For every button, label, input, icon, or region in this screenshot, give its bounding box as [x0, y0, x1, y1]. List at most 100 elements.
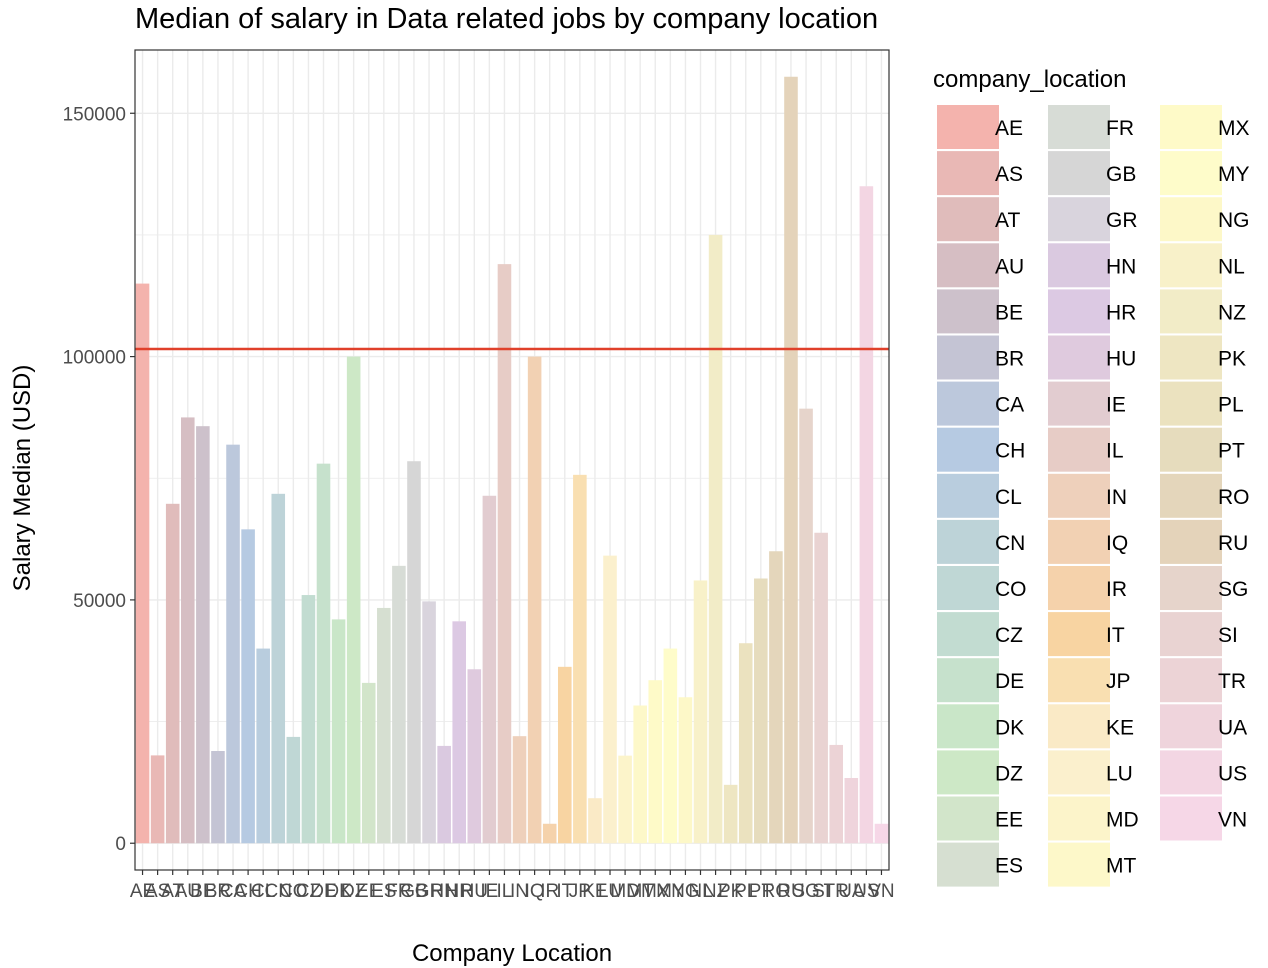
- legend-key-us: [1160, 750, 1222, 795]
- x-tick-label: SG: [792, 881, 819, 902]
- legend-label: NG: [1218, 209, 1250, 232]
- y-tick-label: 150000: [63, 104, 126, 125]
- bar-cz: [301, 595, 316, 844]
- legend-key-in: [1048, 473, 1110, 518]
- legend-label: CZ: [995, 624, 1023, 647]
- legend-key-br: [937, 335, 999, 380]
- x-tick-label: AS: [145, 881, 170, 902]
- x-tick-label: PT: [749, 881, 774, 902]
- y-tick-label: 0: [115, 834, 126, 855]
- x-tick-label: GR: [415, 881, 444, 902]
- x-tick-label: RO: [762, 881, 791, 902]
- legend-key-ee: [937, 796, 999, 841]
- legend-label: CA: [995, 394, 1024, 417]
- legend-key-mx: [1160, 105, 1222, 149]
- legend-label: BR: [995, 348, 1024, 371]
- legend-key-cn: [937, 519, 999, 564]
- legend-key-ke: [1048, 704, 1110, 749]
- legend-label: AU: [995, 255, 1024, 278]
- bar-hr: [452, 621, 467, 844]
- legend-label: SI: [1218, 624, 1238, 647]
- legend-label: PT: [1218, 440, 1245, 463]
- legend-label: JP: [1106, 670, 1131, 693]
- x-tick-label: BR: [205, 881, 231, 902]
- legend-label: DZ: [995, 762, 1023, 785]
- legend-label: NL: [1218, 255, 1245, 278]
- bar-nl: [693, 580, 708, 844]
- bar-co: [286, 736, 301, 844]
- legend-key-cz: [937, 612, 999, 657]
- legend-key-pt: [1160, 427, 1222, 472]
- x-tick-label: LU: [598, 881, 622, 902]
- legend-key-hn: [1048, 243, 1110, 288]
- legend-label: SG: [1218, 578, 1248, 601]
- legend-label: IT: [1106, 624, 1125, 647]
- bar-ca: [226, 444, 240, 844]
- bar-dz: [346, 356, 361, 844]
- legend-title: company_location: [933, 66, 1126, 93]
- bar-nz: [708, 234, 723, 844]
- x-tick-label: NL: [688, 881, 712, 902]
- x-tick-label: AE: [130, 881, 155, 902]
- bar-dk: [331, 619, 346, 844]
- bar-cn: [271, 493, 286, 844]
- legend-label: US: [1218, 762, 1247, 785]
- legend-label: AE: [995, 117, 1023, 140]
- x-tick-label: CO: [279, 881, 308, 902]
- legend-key-hr: [1048, 289, 1110, 334]
- bar-vn: [874, 823, 889, 844]
- bar-as: [150, 755, 165, 844]
- x-tick-label: HN: [430, 881, 457, 902]
- legend-label: GR: [1106, 209, 1138, 232]
- bar-br: [211, 751, 225, 844]
- legend-key-si: [1160, 612, 1222, 657]
- x-tick-label: PL: [734, 881, 757, 902]
- legend-label: VN: [1218, 809, 1247, 832]
- x-tick-label: MY: [656, 881, 685, 902]
- legend-key-tr: [1160, 658, 1222, 703]
- bar-mx: [648, 680, 663, 844]
- x-tick-label: DZ: [341, 881, 367, 902]
- bar-md: [618, 755, 632, 844]
- x-tick-label: EE: [356, 881, 381, 902]
- x-tick-label: VN: [868, 881, 894, 902]
- legend-label: EE: [995, 809, 1023, 832]
- bar-ru: [784, 76, 798, 844]
- legend-key-hu: [1048, 335, 1110, 380]
- legend-label: HR: [1106, 301, 1136, 324]
- legend-key-nl: [1160, 243, 1222, 288]
- legend-key-gb: [1048, 151, 1110, 196]
- bar-ro: [769, 551, 783, 844]
- x-tick-label: MX: [641, 881, 670, 902]
- bar-pt: [754, 578, 768, 844]
- bar-gr: [422, 601, 436, 844]
- bar-at: [165, 503, 180, 844]
- legend-label: IN: [1106, 486, 1127, 509]
- chart-title: Median of salary in Data related jobs by…: [135, 3, 878, 35]
- legend-key-ie: [1048, 381, 1110, 426]
- x-tick-label: HU: [461, 881, 488, 902]
- x-tick-label: MD: [610, 881, 640, 902]
- legend-label: NZ: [1218, 301, 1246, 324]
- legend-key-ua: [1160, 704, 1222, 749]
- x-tick-label: HR: [445, 881, 472, 902]
- bar-ch: [241, 529, 255, 844]
- x-tick-label: IT: [556, 881, 573, 902]
- legend-label: RO: [1218, 486, 1250, 509]
- bar-my: [663, 648, 678, 844]
- x-tick-label: CN: [265, 881, 292, 902]
- legend-label: MX: [1218, 117, 1250, 140]
- legend-key-jp: [1048, 658, 1110, 703]
- bar-il: [497, 264, 512, 844]
- bar-mt: [633, 705, 647, 844]
- x-tick-label: NZ: [703, 881, 729, 902]
- legend-key-co: [937, 566, 999, 610]
- legend-label: DK: [995, 716, 1024, 739]
- legend-key-as: [937, 151, 999, 196]
- x-tick-label: DK: [325, 881, 352, 902]
- legend-key-lu: [1048, 750, 1110, 795]
- legend-key-pl: [1160, 381, 1222, 426]
- legend-label: CH: [995, 440, 1025, 463]
- bars: [135, 76, 889, 844]
